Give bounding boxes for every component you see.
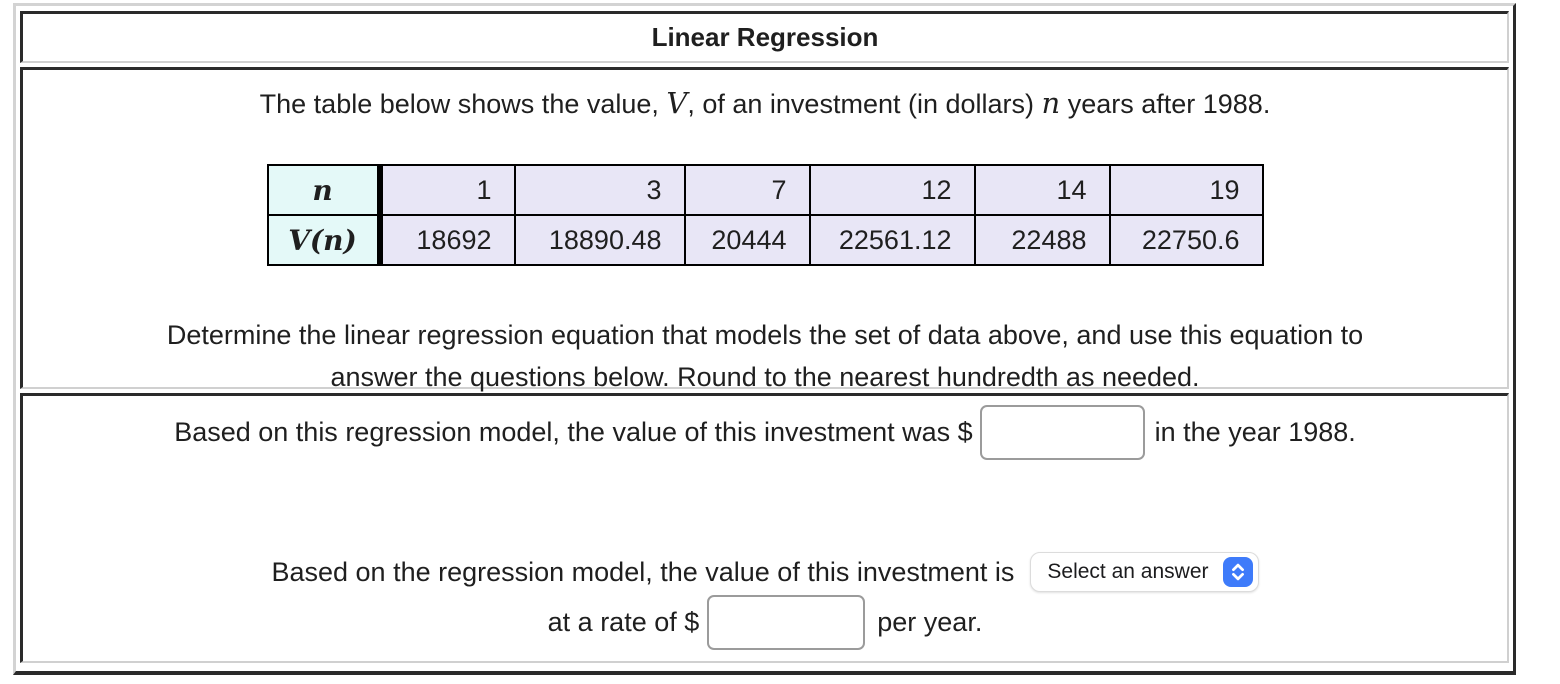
table-cell: 18890.48 [513, 214, 686, 266]
table-cell: 22488 [973, 214, 1111, 266]
problem-panel: The table below shows the value, V, of a… [20, 67, 1509, 392]
table-cell: 1 [378, 164, 516, 216]
intro-mid: , of an investment (in dollars) [687, 89, 1042, 119]
rate-input[interactable] [707, 595, 866, 650]
intro-post: years after 1988. [1060, 89, 1271, 119]
intro-text: The table below shows the value, V, of a… [23, 83, 1507, 124]
data-table: n 1 3 7 12 14 19 V(n) 18692 18890.48 204… [266, 164, 1264, 266]
row-header-n: n [266, 164, 383, 216]
investment-1988-input[interactable] [979, 405, 1145, 460]
question-3: at a rate of $ per year. [23, 595, 1507, 650]
question-2-pre: Based on the regression model, the value… [271, 556, 1015, 587]
answer-select-label: Select an answer [1047, 560, 1209, 583]
question-frame: Linear Regression The table below shows … [13, 3, 1516, 675]
question-3-post: per year. [877, 607, 983, 637]
title-panel: Linear Regression [20, 11, 1509, 63]
question-1: Based on this regression model, the valu… [23, 405, 1507, 460]
row-header-vn: V(n) [266, 214, 383, 266]
table-row-vn: V(n) 18692 18890.48 20444 22561.12 22488… [266, 214, 1264, 266]
answers-panel: Based on this regression model, the valu… [20, 393, 1509, 663]
table-cell: 19 [1108, 164, 1264, 216]
answer-select[interactable]: Select an answer [1030, 552, 1259, 592]
question-2: Based on the regression model, the value… [23, 552, 1507, 592]
question-3-pre: at a rate of $ [547, 607, 700, 637]
instruction-line-1: Determine the linear regression equation… [166, 320, 1364, 350]
table-cell: 20444 [683, 214, 811, 266]
question-1-post: in the year 1988. [1154, 417, 1356, 447]
intro-pre: The table below shows the value, [259, 89, 667, 119]
page-title: Linear Regression [651, 22, 879, 52]
instruction-text: Determine the linear regression equation… [23, 314, 1507, 398]
table-cell: 3 [513, 164, 686, 216]
math-var-v: V [666, 86, 688, 120]
instruction-line-2: answer the questions below. Round to the… [330, 362, 1200, 392]
table-cell: 12 [808, 164, 976, 216]
table-row-n: n 1 3 7 12 14 19 [266, 164, 1264, 216]
question-1-pre: Based on this regression model, the valu… [174, 417, 973, 447]
table-cell: 22561.12 [808, 214, 976, 266]
select-stepper-icon [1222, 557, 1253, 587]
math-var-n: n [1041, 86, 1061, 120]
table-cell: 22750.6 [1108, 214, 1264, 266]
table-cell: 18692 [378, 214, 516, 266]
table-cell: 7 [683, 164, 811, 216]
table-cell: 14 [973, 164, 1111, 216]
